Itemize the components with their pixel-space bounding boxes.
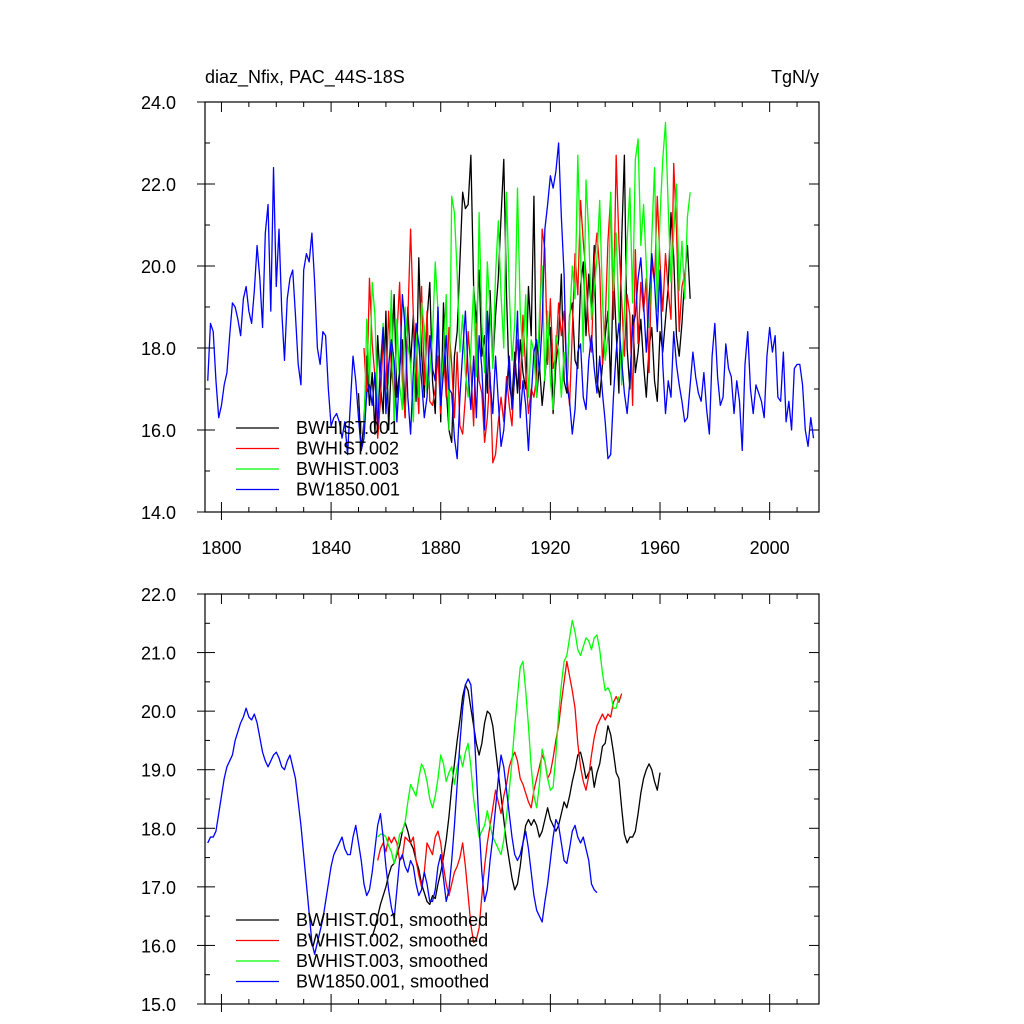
bottom-y-tick-label: 15.0 (141, 995, 176, 1015)
bottom-y-tick-label: 20.0 (141, 702, 176, 722)
bottom-panel: 15.0 16.0 17.0 18.0 19.0 20.0 21.0 22.0 BWHIST.… (141, 585, 820, 1015)
bottom-y-tick-labels: 15.0 16.0 17.0 18.0 19.0 20.0 21.0 22.0 (141, 585, 176, 1015)
bottom-series-line-bwhist-002-smoothed (377, 660, 623, 944)
top-title-right: TgN/y (771, 67, 819, 87)
top-x-tick-label: 1800 (201, 538, 241, 558)
top-legend-label: BWHIST.001 (296, 418, 399, 438)
top-y-tick-labels: 14.0 16.0 18.0 20.0 22.0 24.0 (141, 93, 176, 523)
bottom-legend-label: BWHIST.002, smoothed (296, 931, 488, 951)
bottom-series-line-bwhist-003-smoothed (377, 619, 620, 865)
top-series-line-bwhist-003 (363, 121, 691, 439)
bottom-legend-label: BW1850.001, smoothed (296, 972, 489, 992)
bottom-y-tick-label: 17.0 (141, 878, 176, 898)
bottom-legend-label: BWHIST.001, smoothed (296, 910, 488, 930)
top-x-tick-label: 2000 (750, 538, 790, 558)
bottom-legend-label: BWHIST.003, smoothed (296, 951, 488, 971)
top-y-tick-label: 20.0 (141, 257, 176, 277)
bottom-y-tick-label: 18.0 (141, 819, 176, 839)
top-x-tick-label: 1920 (530, 538, 570, 558)
top-series-line-bwhist-002 (363, 154, 686, 464)
bottom-y-tick-label: 22.0 (141, 585, 176, 605)
bottom-y-tick-label: 19.0 (141, 761, 176, 781)
bottom-series-lines (207, 619, 661, 955)
top-y-tick-label: 18.0 (141, 339, 176, 359)
top-ticks (197, 101, 819, 520)
top-series-line-bw1850-001 (207, 142, 815, 460)
top-legend-label: BW1850.001 (296, 480, 400, 500)
top-legend-label: BWHIST.002 (296, 439, 399, 459)
top-x-tick-label: 1840 (311, 538, 351, 558)
top-y-tick-label: 22.0 (141, 175, 176, 195)
top-y-tick-label: 14.0 (141, 503, 176, 523)
top-title-left: diaz_Nfix, PAC_44S-18S (205, 67, 405, 88)
top-x-tick-labels: 1800 1840 1880 1920 1960 2000 (201, 538, 789, 558)
bottom-series-line-bw1850-001-smoothed (207, 678, 598, 955)
top-y-tick-label: 24.0 (141, 93, 176, 113)
top-x-tick-label: 1960 (640, 538, 680, 558)
top-x-tick-label: 1880 (421, 538, 461, 558)
bottom-y-tick-label: 16.0 (141, 936, 176, 956)
top-y-tick-label: 16.0 (141, 421, 176, 441)
top-series-lines (207, 121, 815, 464)
bottom-y-tick-label: 21.0 (141, 644, 176, 664)
bottom-series-line-bwhist-001-smoothed (371, 684, 661, 937)
top-legend-label: BWHIST.003 (296, 459, 399, 479)
bottom-plot-frame (204, 593, 820, 1005)
top-plot-frame (204, 101, 820, 513)
top-panel: diaz_Nfix, PAC_44S-18S TgN/y 14.0 16.0 18.… (141, 67, 820, 558)
